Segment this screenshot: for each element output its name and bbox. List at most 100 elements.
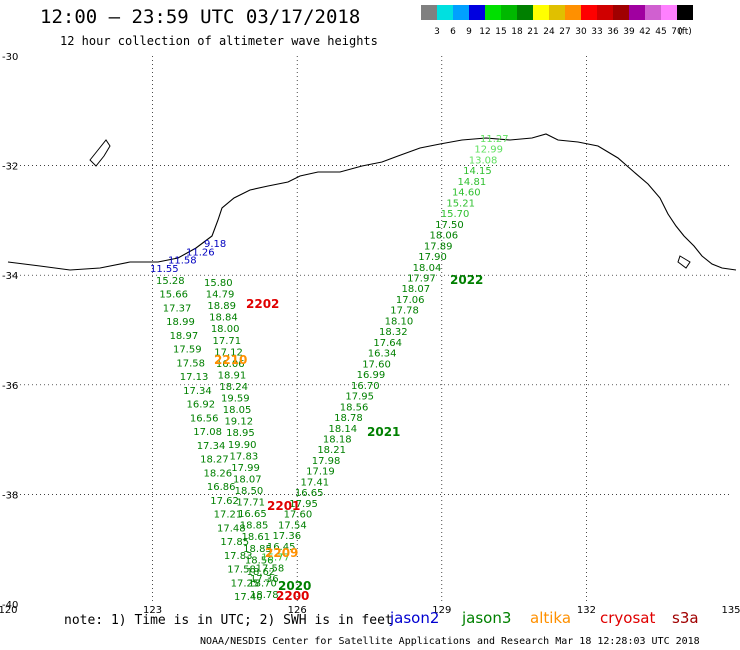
track-value: 17.58	[256, 563, 285, 574]
track-value: 18.97	[170, 331, 199, 342]
satellite-legend-item: s3a	[672, 609, 699, 627]
track-value: 18.50	[235, 486, 264, 497]
track-value: 17.97	[407, 274, 436, 285]
track-value: 14.60	[452, 188, 481, 199]
track-value: 17.25	[231, 578, 260, 589]
legend-label: 9	[466, 27, 472, 37]
legend-label: 15	[495, 27, 507, 37]
track-value: 11.27	[480, 134, 509, 145]
track-value: 18.06	[430, 231, 459, 242]
track-value: 16.70	[351, 381, 380, 392]
legend-swatch	[565, 5, 581, 20]
track-value: 18.18	[323, 434, 352, 445]
track-value: 19.12	[224, 417, 253, 428]
track-value: 16.65	[238, 509, 267, 520]
track-value: 18.89	[207, 301, 236, 312]
lat-tick-label: -40	[2, 600, 18, 611]
track-value: 17.60	[284, 510, 313, 521]
track-value: 14.81	[458, 177, 487, 188]
track-value: 17.85	[220, 537, 249, 548]
island-outline	[677, 255, 691, 269]
legend-swatch	[533, 5, 549, 20]
track-value: 17.19	[306, 467, 335, 478]
pass-label: 2201	[267, 499, 300, 513]
legend-label: 42	[639, 27, 651, 37]
track-value: 17.50	[435, 220, 464, 231]
track-value: 18.00	[211, 324, 240, 335]
footer-credit: NOAA/NESDIS Center for Satellite Applica…	[200, 636, 700, 647]
track-value: 17.98	[312, 456, 341, 467]
track-value: 16.06	[216, 359, 245, 370]
track-value: 14.79	[206, 290, 235, 301]
track-value: 17.36	[250, 574, 279, 585]
legend-label: 12	[479, 27, 491, 37]
track-value: 15.66	[159, 290, 188, 301]
track-value: 17.83	[230, 451, 259, 462]
footnote: note: 1) Time is in UTC; 2) SWH is in fe…	[64, 613, 393, 628]
legend-swatch	[501, 5, 517, 20]
pass-label: 2210	[214, 353, 247, 367]
track-value-jason2: 11.58	[168, 256, 197, 267]
pass-label: 2209	[265, 546, 298, 560]
track-value: 17.64	[373, 338, 402, 349]
track-value: 17.06	[396, 295, 425, 306]
track-value: 17.62	[210, 496, 239, 507]
legend-swatch	[677, 5, 693, 20]
track-value: 16.34	[368, 349, 397, 360]
track-value: 18.24	[219, 382, 248, 393]
track-value: 17.34	[183, 386, 212, 397]
track-value: 16.45	[267, 542, 296, 553]
lat-tick-label: -30	[2, 52, 18, 63]
satellite-legend-item: altika	[530, 609, 572, 627]
track-value: 18.85	[240, 521, 269, 532]
track-value: 17.54	[278, 520, 307, 531]
track-value: 17.40	[234, 592, 263, 603]
lon-tick-label: 123	[143, 605, 162, 616]
track-value: 18.04	[413, 263, 442, 274]
pass-label: 2022	[450, 273, 483, 287]
lon-tick-label: 120	[0, 605, 18, 616]
track-value: 17.12	[214, 347, 243, 358]
legend-label: 24	[543, 27, 555, 37]
track-value: 18.21	[317, 445, 346, 456]
legend-swatch	[437, 5, 453, 20]
page-subtitle: 12 hour collection of altimeter wave hei…	[60, 34, 378, 48]
legend-swatch	[661, 5, 677, 20]
pass-label: 2200	[276, 589, 309, 603]
track-value: 18.70	[248, 578, 277, 589]
track-value: 18.78	[334, 413, 363, 424]
legend-swatch	[421, 5, 437, 20]
legend-swatch	[469, 5, 485, 20]
legend-swatch	[549, 5, 565, 20]
legend-label: 36	[607, 27, 619, 37]
satellite-legend-item: cryosat	[600, 609, 656, 627]
track-value: 15.70	[441, 209, 470, 220]
track-value: 18.27	[200, 455, 229, 466]
track-value: 16.65	[295, 488, 324, 499]
coastline	[7, 133, 737, 271]
legend-label: 18	[511, 27, 523, 37]
legend-swatch	[485, 5, 501, 20]
track-value: 18.99	[166, 317, 195, 328]
legend-swatch	[613, 5, 629, 20]
track-value: 15.28	[156, 276, 185, 287]
track-value: 17.71	[236, 498, 265, 509]
track-value: 15.80	[204, 278, 233, 289]
track-value: 17.58	[176, 358, 205, 369]
track-value: 18.56	[245, 555, 274, 566]
lon-tick-label: 129	[432, 605, 451, 616]
track-value: 18.62	[247, 567, 276, 578]
track-value: 18.56	[340, 402, 369, 413]
track-value: 18.61	[241, 532, 270, 543]
track-value: 18.85	[243, 544, 272, 555]
legend-label: 33	[591, 27, 603, 37]
track-value: 18.32	[379, 327, 408, 338]
track-value: 17.78	[390, 306, 419, 317]
pass-label: 2021	[367, 425, 400, 439]
track-value: 17.58	[227, 565, 256, 576]
lat-tick-label: -32	[2, 162, 18, 173]
pass-label: 2020	[278, 579, 311, 593]
track-value: 17.41	[300, 477, 329, 488]
track-value: 17.95	[289, 499, 318, 510]
track-value-jason2: 11.55	[150, 264, 179, 275]
